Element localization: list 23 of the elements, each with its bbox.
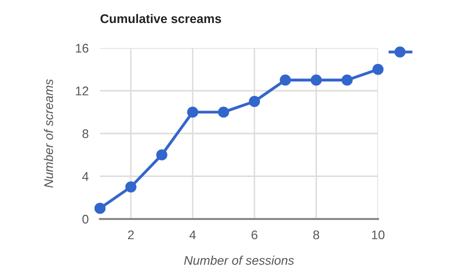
point <box>94 202 106 214</box>
y-tick-label: 12 <box>76 86 88 96</box>
y-tick-label: 0 <box>82 214 88 224</box>
point <box>218 106 230 118</box>
point <box>156 149 168 160</box>
point <box>310 74 322 86</box>
y-tick-label: 16 <box>76 44 88 53</box>
point <box>187 106 198 118</box>
chart-title: Cumulative screams <box>100 14 222 24</box>
x-tick-label: 10 <box>372 230 384 240</box>
x-axis-title: Number of sessions <box>184 256 294 265</box>
x-tick-label: 2 <box>128 230 134 240</box>
point <box>280 74 291 86</box>
point <box>372 64 384 75</box>
x-tick-label: 6 <box>252 230 258 240</box>
x-tick-label: 8 <box>313 230 320 240</box>
y-axis-title: Number of screams <box>44 79 54 188</box>
y-tick-label: 4 <box>82 172 89 181</box>
point <box>125 181 136 192</box>
x-tick-label: 4 <box>189 230 196 240</box>
y-tick-label: 8 <box>82 129 88 138</box>
point <box>248 96 260 107</box>
point <box>342 74 353 86</box>
